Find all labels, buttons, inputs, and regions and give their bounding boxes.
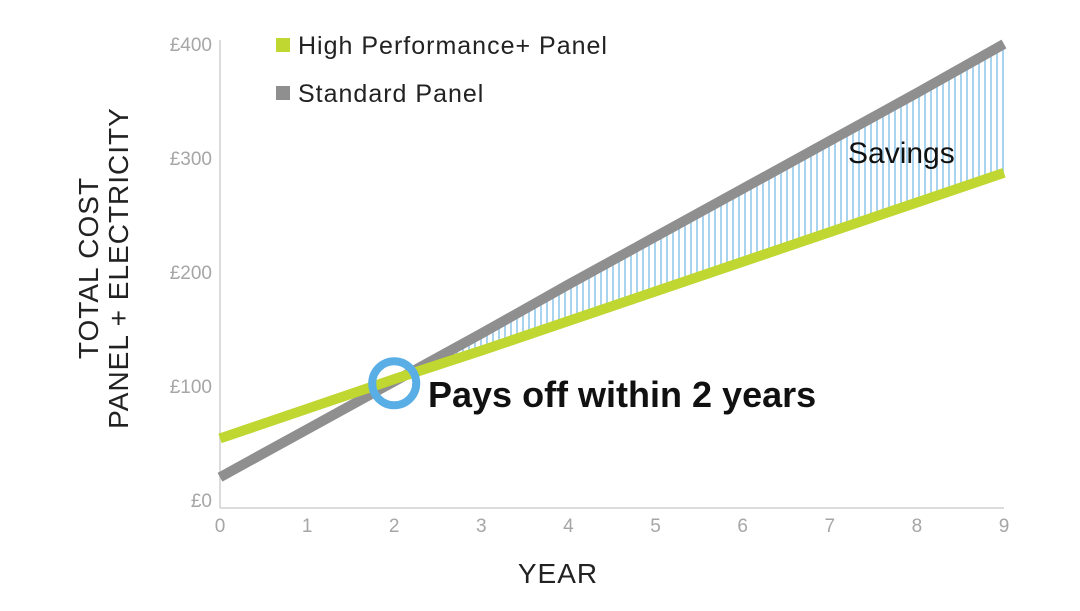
y-axis-title-line-2: PANEL + ELECTRICITY xyxy=(103,107,134,429)
y-tick-label: £0 xyxy=(191,491,212,512)
legend-swatch-high-performance xyxy=(276,38,290,52)
series-line-standard xyxy=(217,39,1007,482)
y-tick-label: £100 xyxy=(170,377,212,398)
x-tick-label: 9 xyxy=(999,516,1010,537)
x-tick-label: 4 xyxy=(563,516,574,537)
legend-label-high-performance: High Performance+ Panel xyxy=(298,32,608,60)
x-tick-label: 2 xyxy=(389,516,400,537)
legend-label-standard: Standard Panel xyxy=(298,80,484,108)
x-tick-label: 1 xyxy=(302,516,313,537)
breakeven-callout: Pays off within 2 years xyxy=(428,374,816,415)
y-tick-label: £400 xyxy=(170,35,212,56)
x-tick-label: 7 xyxy=(824,516,835,537)
x-tick-label: 6 xyxy=(737,516,748,537)
x-axis-title: YEAR xyxy=(518,558,598,589)
legend: High Performance+ Panel Standard Panel xyxy=(276,32,608,108)
y-tick-label: £300 xyxy=(170,149,212,170)
x-tick-label: 5 xyxy=(650,516,661,537)
y-tick-label: £200 xyxy=(170,263,212,284)
y-axis-title-line-1: TOTAL COST xyxy=(73,177,104,359)
series-line-high-performance xyxy=(218,168,1006,444)
savings-label: Savings xyxy=(848,137,955,170)
x-tick-label: 0 xyxy=(215,516,226,537)
legend-swatch-standard xyxy=(276,86,290,100)
x-tick-label: 8 xyxy=(912,516,923,537)
breakeven-marker xyxy=(368,357,421,410)
x-tick-label: 3 xyxy=(476,516,487,537)
